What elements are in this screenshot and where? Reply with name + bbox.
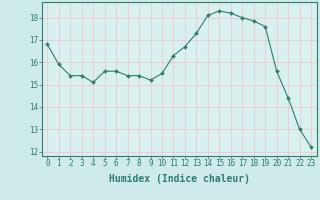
X-axis label: Humidex (Indice chaleur): Humidex (Indice chaleur) xyxy=(109,174,250,184)
